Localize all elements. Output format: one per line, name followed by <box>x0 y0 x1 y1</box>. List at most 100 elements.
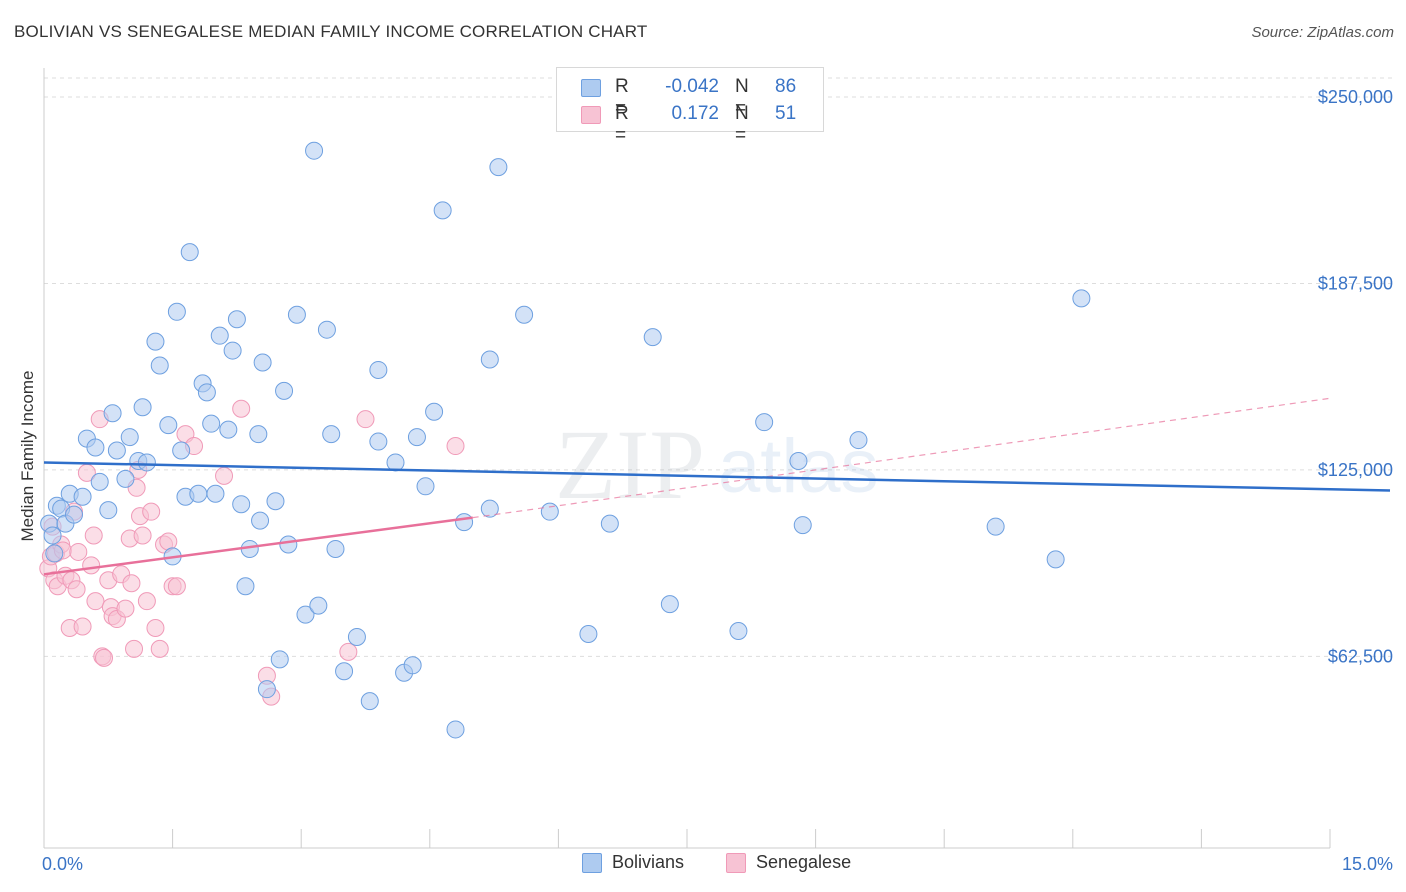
bolivian-point <box>219 420 238 439</box>
correlation-legend: R = -0.042 N = 86 R = 0.172 N = 51 <box>556 67 824 146</box>
senegalese-point <box>116 599 135 618</box>
senegalese-point <box>84 526 103 545</box>
bolivian-point <box>159 416 178 435</box>
bolivian-point <box>335 662 354 681</box>
bolivian-point <box>433 201 452 220</box>
y-tick-labels: $62,500 $125,000 $187,500 $250,000 <box>1318 87 1393 666</box>
senegalese-point <box>69 542 88 561</box>
bolivian-point <box>322 425 341 444</box>
bolivian-point <box>489 158 508 177</box>
bolivian-point <box>425 402 444 421</box>
bolivian-point <box>253 353 272 372</box>
bolivian-point <box>660 595 679 614</box>
grid-lines <box>44 77 1396 657</box>
bolivian-point <box>287 305 306 324</box>
legend-n-label: N = <box>735 103 749 146</box>
senegalese-point <box>82 556 101 575</box>
senegalese-point <box>150 639 169 658</box>
axes <box>43 68 1331 849</box>
bolivian-point <box>386 453 405 472</box>
watermark-zip: ZIP <box>555 409 705 520</box>
bolivian-point <box>407 428 426 447</box>
bolivian-point <box>789 451 808 470</box>
bolivian-point <box>266 492 285 511</box>
x-tick-label-max: 15.0% <box>1342 854 1393 874</box>
bolivian-point <box>86 438 105 457</box>
bolivian-point <box>279 535 298 554</box>
bolivian-point <box>1072 289 1091 308</box>
bolivian-point <box>137 453 156 472</box>
bolivian-point <box>326 539 345 558</box>
legend-n-value: 51 <box>775 103 797 124</box>
watermark: ZIP atlas <box>555 409 879 520</box>
bolivian-point <box>849 431 868 450</box>
bolivian-point <box>180 243 199 262</box>
bolivian-point <box>347 627 366 646</box>
bolivian-point <box>146 332 165 351</box>
bolivian-trend-line <box>43 461 1391 492</box>
bolivian-point <box>227 310 246 329</box>
legend-swatch-senegalese <box>581 106 601 124</box>
bolivian-point <box>103 404 122 423</box>
bolivian-point <box>755 413 774 432</box>
legend-n-label: N = <box>735 76 749 119</box>
bolivian-point <box>206 484 225 503</box>
bolivian-point <box>150 356 169 375</box>
senegalese-point <box>215 466 234 485</box>
bolivian-point <box>275 381 294 400</box>
bolivian-point <box>232 495 251 514</box>
bolivian-point <box>43 526 62 545</box>
senegalese-trend-extension <box>472 397 1331 519</box>
bolivian-point <box>729 621 748 640</box>
bolivian-point <box>249 425 268 444</box>
senegalese-point <box>146 619 165 638</box>
bolivian-point <box>455 513 474 532</box>
bolivian-point <box>360 692 379 711</box>
senegalese-point <box>95 648 114 667</box>
bolivian-point <box>197 383 216 402</box>
bolivian-point <box>579 624 598 643</box>
legend-swatch-senegalese <box>726 853 746 873</box>
bolivian-point <box>65 505 84 524</box>
legend-swatch-bolivians <box>581 79 601 97</box>
bolivian-point <box>120 428 139 447</box>
senegalese-trend-line <box>43 516 473 576</box>
bolivian-point <box>73 487 92 506</box>
bolivian-point <box>643 328 662 347</box>
bolivian-point <box>270 650 289 669</box>
y-tick-label: $187,500 <box>1318 273 1393 293</box>
bolivian-point <box>116 469 135 488</box>
bolivian-point <box>540 502 559 521</box>
senegalese-point <box>67 580 86 599</box>
bolivian-point <box>317 320 336 339</box>
bolivian-point <box>257 680 276 699</box>
senegalese-point <box>137 592 156 611</box>
senegalese-point <box>133 526 152 545</box>
bolivian-point <box>309 596 328 615</box>
senegalese-point <box>167 577 186 596</box>
y-tick-label: $250,000 <box>1318 87 1393 107</box>
bolivian-point <box>446 720 465 739</box>
x-tick-label-min: 0.0% <box>42 854 83 874</box>
senegalese-point <box>125 639 144 658</box>
bolivian-point <box>189 484 208 503</box>
bolivian-point <box>90 472 109 491</box>
bolivian-point <box>296 605 315 624</box>
bolivian-point <box>480 350 499 369</box>
legend-label-bolivians: Bolivians <box>612 852 685 872</box>
bolivian-point <box>369 360 388 379</box>
bolivian-point <box>416 477 435 496</box>
bolivian-point <box>236 577 255 596</box>
legend-r-label: R = <box>615 103 629 146</box>
bolivian-point <box>210 326 229 345</box>
senegalese-point <box>159 532 178 551</box>
y-tick-label: $62,500 <box>1328 646 1393 666</box>
bolivian-point <box>1046 550 1065 569</box>
legend-r-label: R = <box>615 76 629 119</box>
bolivian-point <box>202 414 221 433</box>
legend-r-value: -0.042 <box>665 76 719 97</box>
legend-n-value: 86 <box>775 76 797 97</box>
legend-label-senegalese: Senegalese <box>756 852 852 872</box>
senegalese-point <box>232 399 251 418</box>
bolivian-point <box>515 305 534 324</box>
